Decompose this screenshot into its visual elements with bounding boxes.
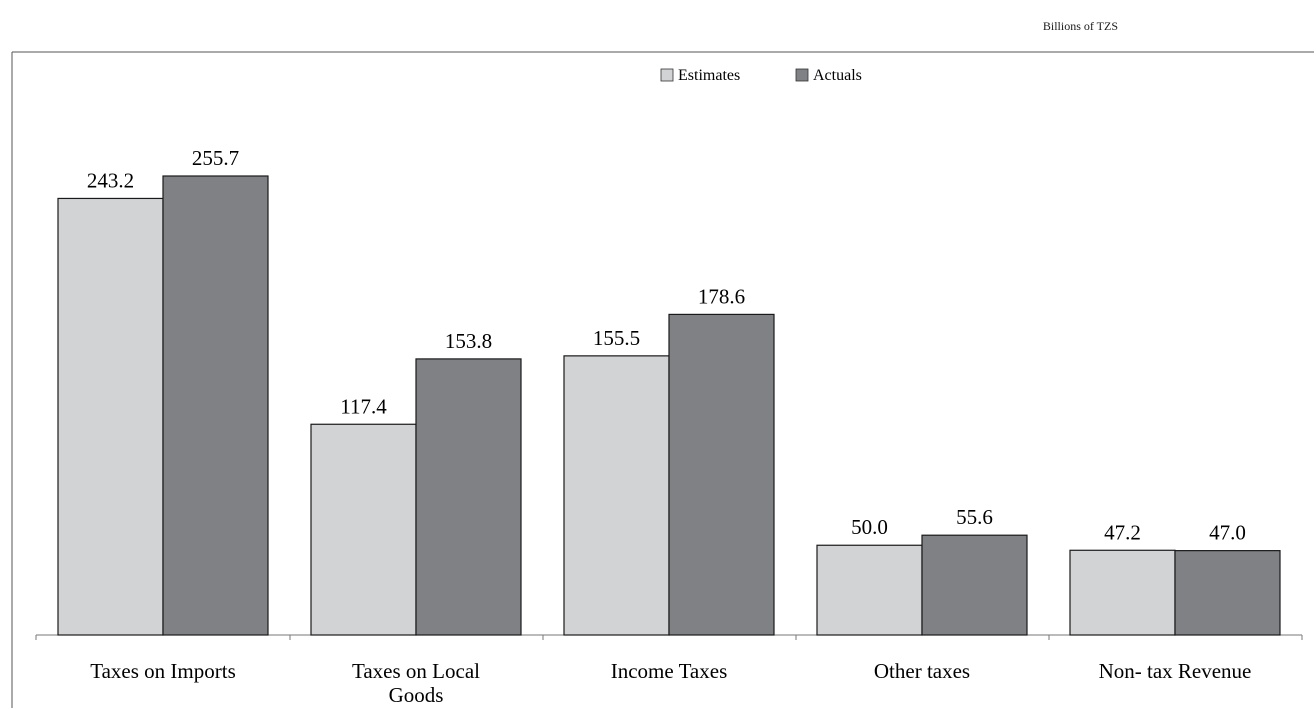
category-label: Taxes on Imports xyxy=(90,659,236,683)
legend: Estimates Actuals xyxy=(660,67,862,84)
bar-actuals xyxy=(1174,550,1281,636)
value-label: 47.0 xyxy=(1209,521,1246,545)
category-labels-group: Taxes on Imports Taxes on Local Goods Incom… xyxy=(90,659,1251,707)
bar-estimates xyxy=(816,544,923,636)
legend-swatch-actuals xyxy=(795,68,809,82)
category-label-line: Income Taxes xyxy=(611,659,728,683)
value-label: 55.6 xyxy=(956,505,993,529)
value-label: 255.7 xyxy=(192,146,239,170)
value-label: 153.8 xyxy=(445,329,492,353)
category-label-line: Other taxes xyxy=(874,659,970,683)
legend-label-actuals: Actuals xyxy=(813,67,862,84)
bar-actuals xyxy=(668,313,775,636)
category-label-line: Goods xyxy=(389,683,444,707)
legend-swatch-estimates xyxy=(660,68,674,82)
unit-label: Billions of TZS xyxy=(1042,19,1118,33)
category-label: Non- tax Revenue xyxy=(1099,659,1252,683)
bar-actuals xyxy=(162,175,269,636)
bar-actuals xyxy=(921,534,1028,636)
category-label-line: Taxes on Imports xyxy=(90,659,236,683)
category-label-line: Taxes on Local xyxy=(352,659,480,683)
bar-estimates xyxy=(310,423,417,636)
value-label: 243.2 xyxy=(87,168,134,192)
value-label: 117.4 xyxy=(340,394,387,418)
category-label: Income Taxes xyxy=(611,659,728,683)
value-label: 178.6 xyxy=(698,284,745,308)
value-label: 50.0 xyxy=(851,515,888,539)
bar-estimates xyxy=(1069,549,1176,636)
bar-estimates xyxy=(57,197,164,636)
value-labels-group: 243.2 255.7 117.4 153.8 155.5 178.6 50.0 55.6 47… xyxy=(87,146,1246,545)
bar-estimates xyxy=(563,355,670,636)
value-label: 155.5 xyxy=(593,326,640,350)
category-label: Other taxes xyxy=(874,659,970,683)
category-label: Taxes on Local Goods xyxy=(352,659,480,707)
bars-group xyxy=(57,175,1281,636)
legend-label-estimates: Estimates xyxy=(678,67,740,84)
value-label: 47.2 xyxy=(1104,520,1141,544)
category-label-line: Non- tax Revenue xyxy=(1099,659,1252,683)
bar-actuals xyxy=(415,358,522,636)
